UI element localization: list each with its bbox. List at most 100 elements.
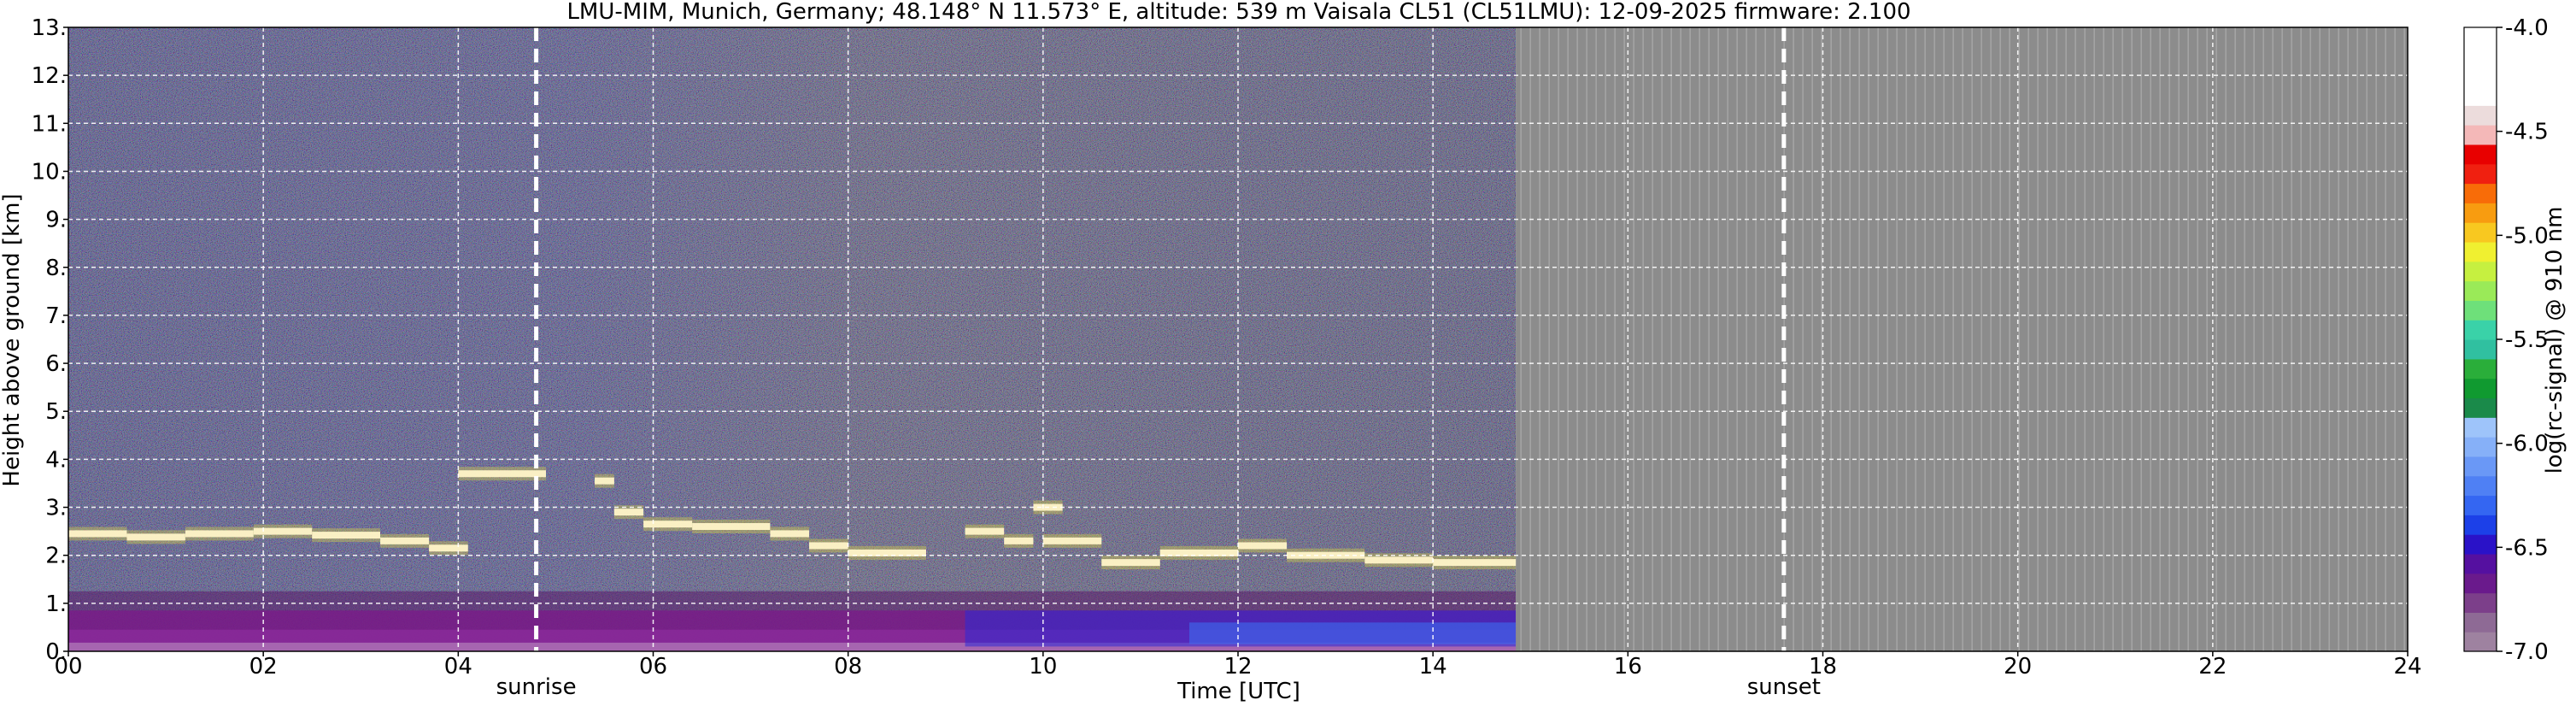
no-data-stripes — [1520, 27, 2405, 651]
cloud-layer — [458, 470, 547, 478]
colorbar-segment — [2464, 515, 2497, 535]
colorbar-segment — [2464, 339, 2497, 360]
cloud-layer — [253, 527, 313, 535]
colorbar-segment — [2464, 27, 2497, 48]
y-tick-label: 1. — [45, 591, 67, 617]
y-tick-label: 10. — [32, 159, 67, 185]
cloud-layer — [68, 530, 127, 538]
colorbar-segment — [2464, 85, 2497, 106]
cloud-layer — [126, 533, 185, 541]
colorbar-segment — [2464, 222, 2497, 243]
x-axis: 00 02 04 06 08 10 12 14 16 18 20 22 24 — [54, 651, 2422, 680]
y-tick-label: 0. — [45, 639, 67, 665]
grid-lines — [68, 27, 2408, 651]
colorbar-segment — [2464, 183, 2497, 203]
cloud-layer — [848, 549, 926, 556]
x-tick-label: 24 — [2393, 654, 2421, 680]
y-tick-label: 2. — [45, 544, 67, 569]
y-axis-label: Height above ground [km] — [0, 193, 25, 486]
colorbar-segment — [2464, 241, 2497, 262]
colorbar-segment — [2464, 612, 2497, 632]
colorbar-label: log(rc-signal) @ 910 nm — [2542, 207, 2567, 474]
colorbar-tick-label: -4.0 — [2505, 15, 2549, 41]
cloud-layer — [429, 544, 468, 552]
cloud-layer — [643, 521, 693, 528]
colorbar — [2463, 26, 2497, 652]
colorbar-segment — [2464, 632, 2497, 652]
colorbar-segment — [2464, 300, 2497, 321]
plot-area — [67, 26, 2409, 652]
y-tick-label: 7. — [45, 303, 67, 329]
cloud-layer — [1433, 559, 1517, 567]
colorbar-tick-label: -5.0 — [2505, 223, 2549, 249]
boundary-layer-band — [1188, 622, 1517, 644]
x-tick-label: 00 — [54, 654, 82, 680]
colorbar-tick-label: -6.5 — [2505, 535, 2549, 561]
x-tick-label: 04 — [444, 654, 472, 680]
colorbar-segment — [2464, 144, 2497, 165]
colorbar-segment — [2464, 495, 2497, 515]
y-tick-label: 3. — [45, 496, 67, 521]
colorbar-tick-label: -6.0 — [2505, 432, 2549, 457]
cloud-layer — [1159, 549, 1238, 556]
x-tick-label: 20 — [2004, 654, 2032, 680]
y-tick-label: 11. — [32, 111, 67, 137]
y-axis: 0. 1. 2. 3. 4. 5. 6. 7. 8. 9. 10. 11. 12. 13. — [32, 15, 68, 665]
cloud-layer — [312, 532, 381, 539]
boundary-layer-band — [68, 642, 1517, 651]
colorbar-segment — [2464, 320, 2497, 340]
colorbar-segment — [2464, 592, 2497, 613]
colorbar-ticks: -4.0 -4.5 -5.0 -5.5 -6.0 -6.5 -7.0 — [2497, 15, 2549, 665]
x-tick-label: 22 — [2198, 654, 2227, 680]
cloud-layer — [1364, 556, 1434, 564]
y-tick-label: 4. — [45, 447, 67, 473]
cloud-layer — [595, 477, 614, 485]
colorbar-tick-label: -4.5 — [2505, 120, 2549, 145]
cloud-layer — [770, 530, 810, 538]
x-tick-label: 18 — [1809, 654, 1837, 680]
colorbar-segment — [2464, 573, 2497, 594]
colorbar-segment — [2464, 378, 2497, 399]
x-tick-label: 12 — [1223, 654, 1252, 680]
cloud-layer — [1042, 537, 1102, 544]
colorbar-segment — [2464, 280, 2497, 301]
marker-labels: sunrise sunset — [496, 674, 1821, 700]
cloud-layers — [68, 467, 1517, 570]
colorbar-segment — [2464, 553, 2497, 574]
y-tick-label: 8. — [45, 256, 67, 281]
no-data-region — [1516, 27, 2408, 651]
cloud-layer — [1238, 542, 1288, 550]
boundary-layer — [68, 591, 1517, 651]
y-tick-label: 6. — [45, 351, 67, 377]
colorbar-segment — [2464, 358, 2497, 379]
colorbar-segment — [2464, 534, 2497, 555]
x-tick-label: 02 — [249, 654, 278, 680]
marker-label-sunrise: sunrise — [496, 674, 577, 700]
y-tick-label: 13. — [32, 15, 67, 41]
chart-title: LMU-MIM, Munich, Germany; 48.148° N 11.5… — [566, 0, 1910, 25]
cloud-layer — [809, 542, 848, 550]
colorbar-segment — [2464, 163, 2497, 185]
colorbar-segment — [2464, 66, 2497, 87]
cloud-layer — [1004, 537, 1034, 544]
colorbar-segment — [2464, 475, 2497, 497]
colorbar-segment — [2464, 261, 2497, 282]
x-tick-label: 16 — [1614, 654, 1642, 680]
x-tick-label: 08 — [834, 654, 862, 680]
colorbar-segment — [2464, 417, 2497, 438]
y-tick-label: 12. — [32, 63, 67, 89]
colorbar-segment — [2464, 456, 2497, 477]
x-axis-label: Time [UTC] — [1177, 679, 1300, 704]
x-tick-label: 06 — [639, 654, 667, 680]
cloud-layer — [692, 523, 771, 530]
colorbar-segment — [2464, 125, 2497, 145]
x-tick-label: 14 — [1419, 654, 1447, 680]
colorbar-segment — [2464, 397, 2497, 418]
cloud-layer — [965, 527, 1005, 535]
cloud-layer — [1101, 559, 1160, 567]
colorbar-tick-label: -5.5 — [2505, 327, 2549, 353]
cloud-layer — [613, 509, 644, 516]
colorbar-segment — [2464, 437, 2497, 457]
cloud-layer — [380, 537, 430, 544]
